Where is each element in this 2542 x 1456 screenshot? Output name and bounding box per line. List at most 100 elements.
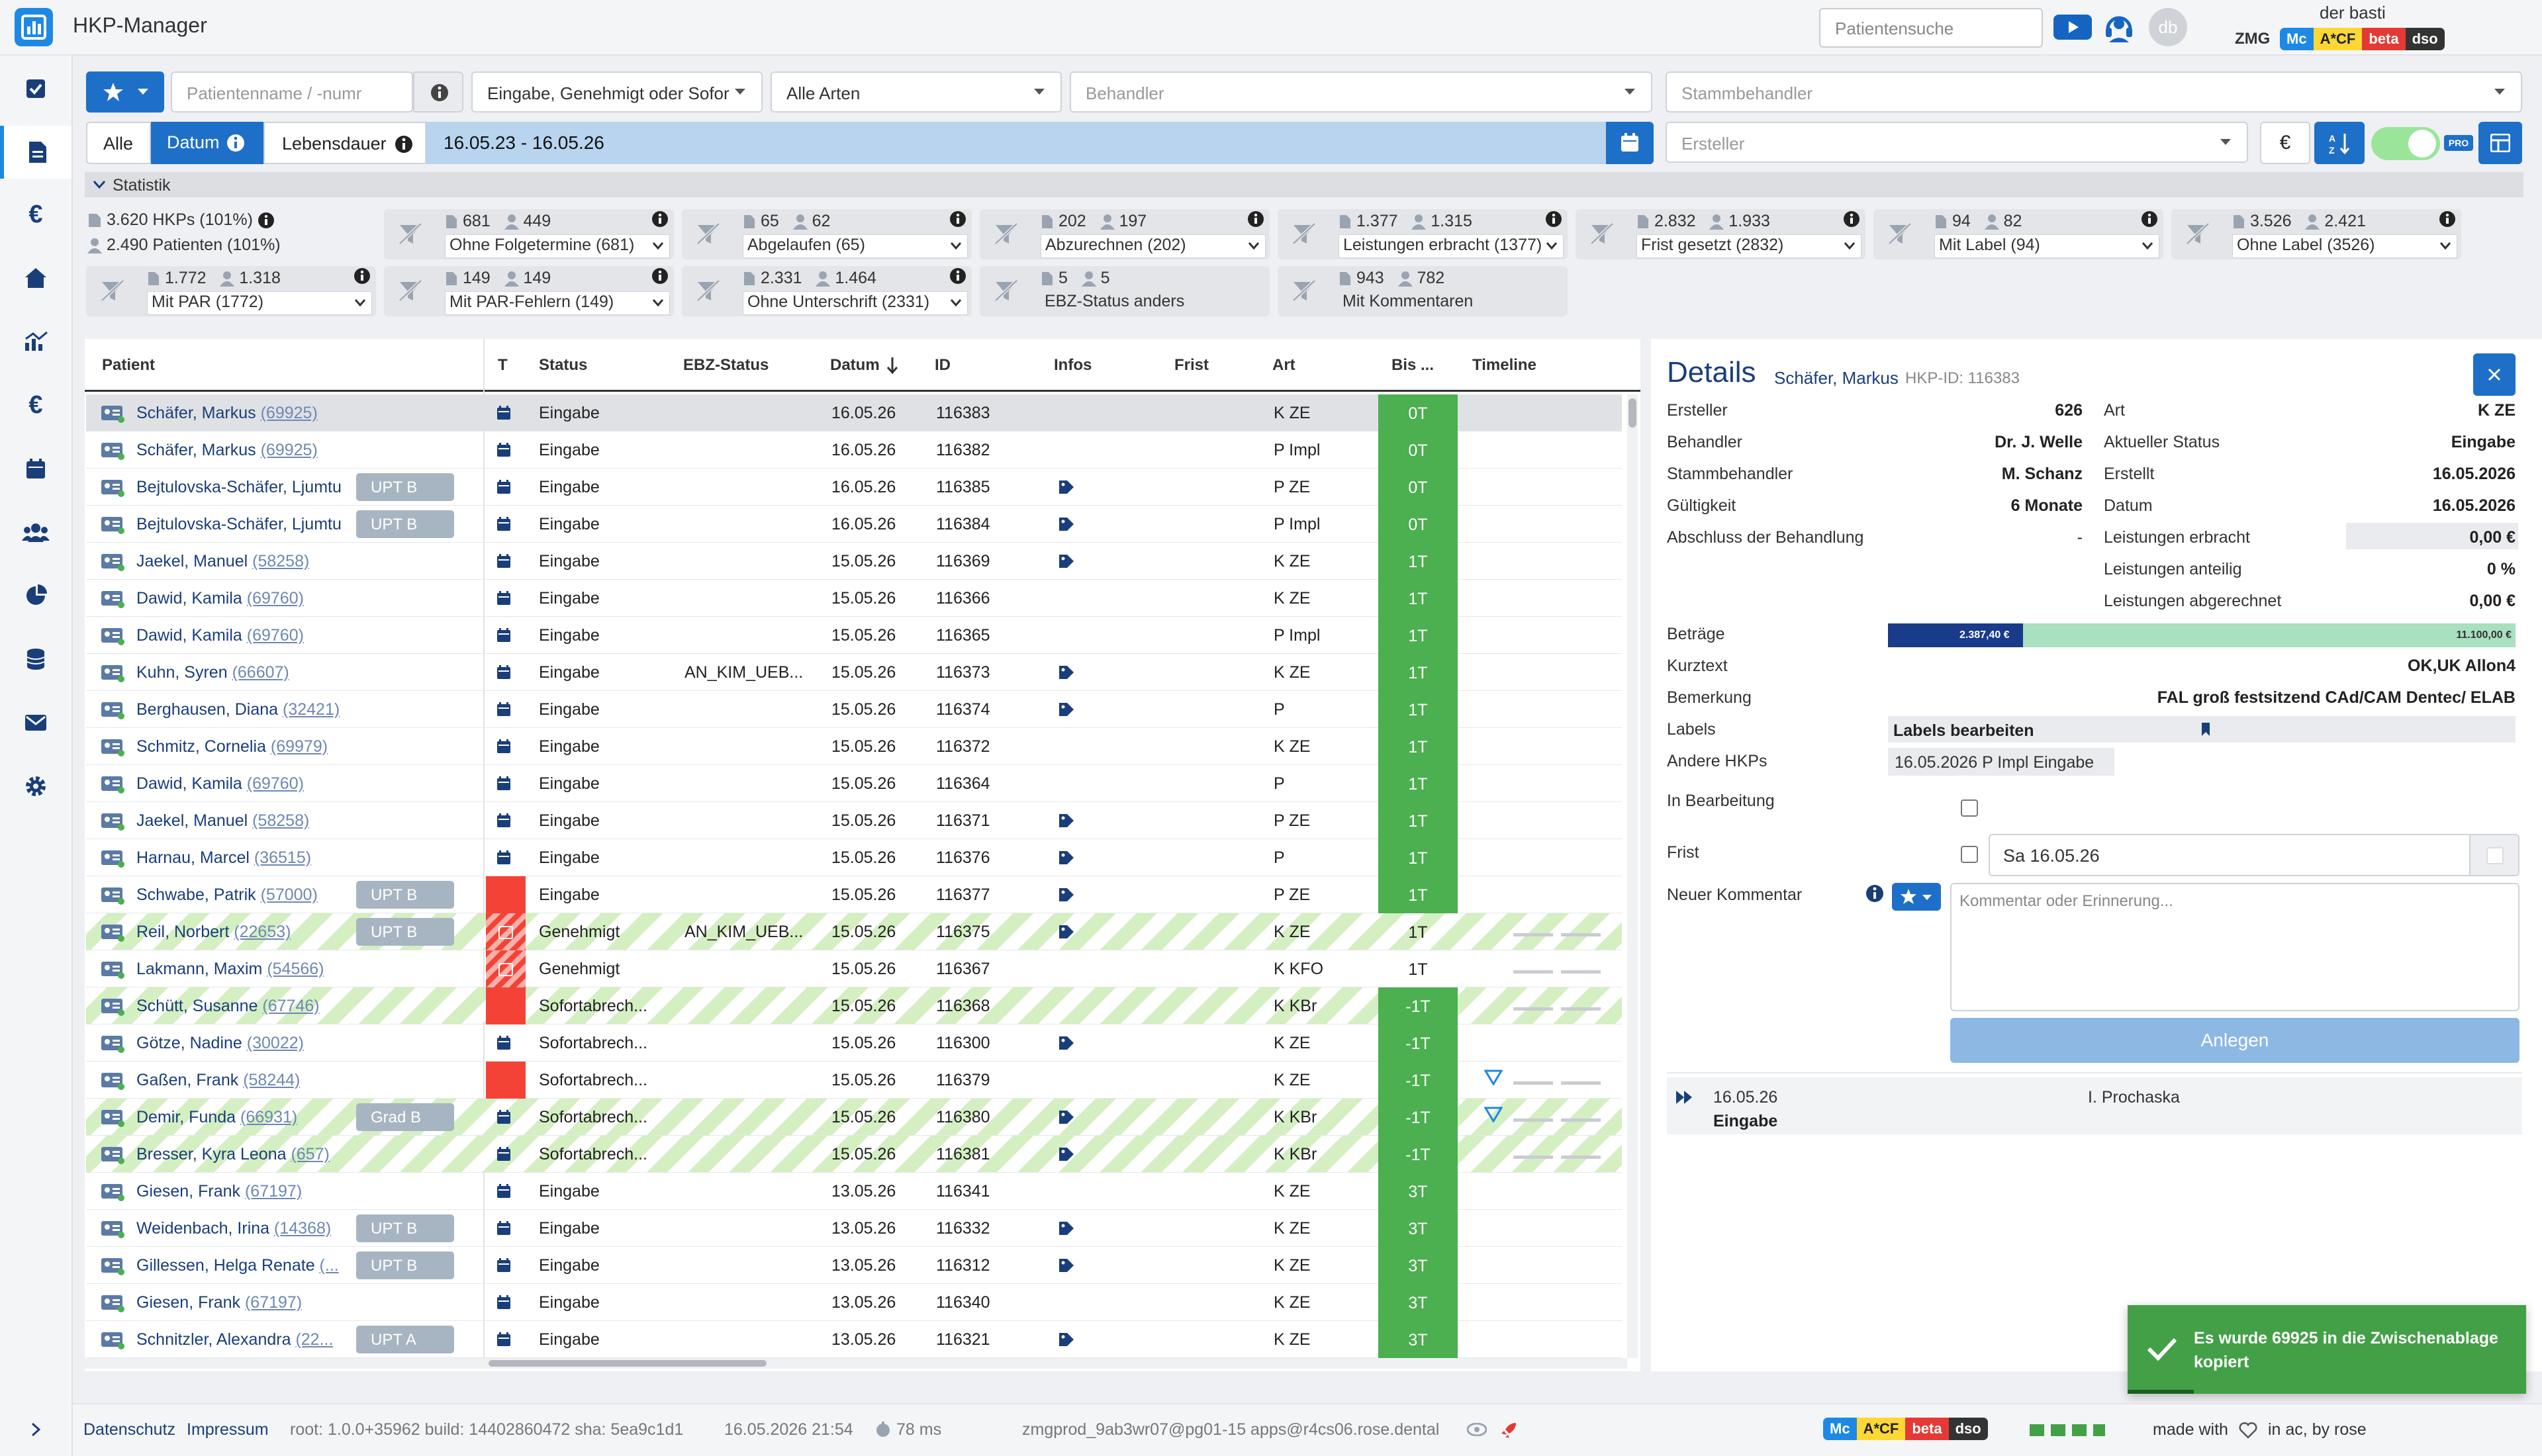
tags-icon[interactable] bbox=[1058, 1146, 1076, 1161]
filter-off-icon[interactable] bbox=[384, 266, 437, 316]
patient-name[interactable]: Giesen, Frank (67197) bbox=[136, 1182, 302, 1201]
patient-name[interactable]: Weidenbach, Irina (14368) bbox=[136, 1219, 331, 1238]
patient-filter-input[interactable]: Patientenname / -numr bbox=[171, 71, 413, 113]
pro-toggle[interactable] bbox=[2371, 127, 2440, 160]
table-row[interactable]: Schütt, Susanne (67746) Sofortabrech... 15… bbox=[86, 987, 1622, 1024]
patient-name[interactable]: Bresser, Kyra Leona (657) bbox=[136, 1145, 330, 1164]
patient-id-link[interactable]: (58244) bbox=[243, 1071, 301, 1089]
patient-id-link[interactable]: (22653) bbox=[234, 923, 291, 941]
table-row[interactable]: Jaekel, Manuel (58258) Eingabe 15.05.26 116… bbox=[86, 802, 1622, 839]
patient-name[interactable]: Demir, Funda (66931) bbox=[136, 1108, 297, 1127]
stat-box[interactable]: 94 82 Mit Label (94) bbox=[1873, 209, 2163, 259]
layout-toggle-button[interactable] bbox=[2478, 122, 2522, 164]
patient-name[interactable]: Dawid, Kamila (69760) bbox=[136, 774, 304, 794]
stat-select[interactable]: Ohne Folgetermine (681) bbox=[445, 234, 670, 258]
table-row[interactable]: Reil, Norbert (22653) UPT B Genehmigt AN_KI… bbox=[86, 913, 1622, 950]
stat-select[interactable]: Mit PAR (1772) bbox=[147, 291, 372, 315]
stat-select[interactable]: Ohne Label (3526) bbox=[2232, 234, 2457, 258]
table-row[interactable]: Gillessen, Helga Renate (... UPT B Eingabe… bbox=[86, 1247, 1622, 1284]
tab-lebensdauer[interactable]: Lebensdauer bbox=[263, 122, 426, 164]
sidebar-item-analytics[interactable] bbox=[0, 315, 71, 368]
patient-id-link[interactable]: (67197) bbox=[244, 1182, 303, 1201]
status-select[interactable]: Eingabe, Genehmigt oder Sofor bbox=[471, 71, 763, 113]
tags-icon[interactable] bbox=[1058, 850, 1076, 864]
sidebar-item-reports[interactable] bbox=[0, 569, 71, 622]
filter-off-icon[interactable] bbox=[980, 266, 1033, 316]
stat-select[interactable]: Mit PAR-Fehlern (149) bbox=[445, 291, 670, 315]
filter-off-icon[interactable] bbox=[1278, 209, 1331, 259]
tags-icon[interactable] bbox=[1058, 664, 1076, 679]
ersteller-select[interactable]: Ersteller bbox=[1666, 122, 2248, 163]
col-patient[interactable]: Patient bbox=[102, 356, 156, 374]
sort-arrow-down-icon[interactable] bbox=[886, 356, 899, 375]
favorites-dropdown-button[interactable] bbox=[86, 71, 164, 113]
horizontal-scrollbar[interactable] bbox=[85, 1358, 1627, 1369]
tab-datum[interactable]: Datum bbox=[151, 122, 263, 164]
stat-box[interactable]: 681 449 Ohne Folgetermine (681) bbox=[384, 209, 674, 259]
table-row[interactable]: Jaekel, Manuel (58258) Eingabe 15.05.26 116… bbox=[86, 543, 1622, 580]
sidebar-item-billing[interactable]: € bbox=[0, 188, 71, 241]
username[interactable]: der basti bbox=[2320, 3, 2386, 23]
info-icon[interactable] bbox=[949, 210, 966, 228]
info-icon[interactable] bbox=[1865, 884, 1884, 903]
table-row[interactable]: Gaßen, Frank (58244) Sofortabrech... 15.05… bbox=[86, 1062, 1622, 1099]
tags-icon[interactable] bbox=[1058, 1257, 1076, 1272]
sidebar-item-users[interactable] bbox=[0, 506, 71, 559]
timeline-entry[interactable]: 16.05.26 Eingabe I. Prochaska bbox=[1667, 1077, 2522, 1134]
date-range-input[interactable]: 16.05.23 - 16.05.26 bbox=[426, 122, 1606, 164]
table-row[interactable]: Demir, Funda (66931) Grad B Sofortabrech..… bbox=[86, 1099, 1622, 1136]
date-picker-button[interactable] bbox=[1606, 122, 1654, 164]
patient-name[interactable]: Jaekel, Manuel (58258) bbox=[136, 552, 309, 571]
patient-id-link[interactable]: (... bbox=[319, 1256, 339, 1275]
col-id[interactable]: ID bbox=[935, 356, 951, 374]
patient-name[interactable]: Gillessen, Helga Renate (... bbox=[136, 1256, 339, 1275]
filter-off-icon[interactable] bbox=[86, 266, 139, 316]
stat-box[interactable]: 5 5 EBZ-Status anders bbox=[980, 266, 1270, 316]
info-icon[interactable] bbox=[2439, 210, 2456, 228]
stat-select[interactable]: Leistungen erbracht (1377) bbox=[1339, 234, 1564, 258]
table-row[interactable]: Dawid, Kamila (69760) Eingabe 15.05.26 1163… bbox=[86, 580, 1622, 617]
stat-select[interactable]: Ohne Unterschrift (2331) bbox=[743, 291, 968, 315]
statistik-header[interactable]: Statistik bbox=[85, 172, 2523, 197]
table-row[interactable]: Giesen, Frank (67197) Eingabe 13.05.26 1163… bbox=[86, 1173, 1622, 1210]
patient-id-link[interactable]: (69760) bbox=[246, 774, 304, 793]
stat-box[interactable]: 1.772 1.318 Mit PAR (1772) bbox=[86, 266, 376, 316]
table-row[interactable]: Bejtulovska-Schäfer, Ljumtu UPT B Eingabe… bbox=[86, 469, 1622, 506]
app-logo-icon[interactable] bbox=[15, 8, 53, 46]
tags-icon[interactable] bbox=[1058, 813, 1076, 827]
eye-icon[interactable] bbox=[1467, 1423, 1487, 1436]
table-row[interactable]: Götze, Nadine (30022) Sofortabrech... 15.0… bbox=[86, 1024, 1622, 1062]
patient-id-link[interactable]: (69925) bbox=[260, 404, 318, 422]
tags-icon[interactable] bbox=[1058, 1220, 1076, 1235]
stat-box[interactable]: 1.377 1.315 Leistungen erbracht (1377) bbox=[1278, 209, 1568, 259]
filter-off-icon[interactable] bbox=[1278, 266, 1331, 316]
patient-name[interactable]: Kuhn, Syren (66607) bbox=[136, 663, 289, 682]
tags-icon[interactable] bbox=[1058, 887, 1076, 901]
table-row[interactable]: Berghausen, Diana (32421) Eingabe 15.05.26… bbox=[86, 691, 1622, 728]
info-icon[interactable] bbox=[651, 267, 669, 285]
patient-id-link[interactable]: (14368) bbox=[274, 1219, 332, 1238]
col-t[interactable]: T bbox=[498, 356, 508, 374]
patient-filter-info[interactable] bbox=[413, 71, 463, 113]
patient-name[interactable]: Schmitz, Cornelia (69979) bbox=[136, 737, 328, 756]
patient-id-link[interactable]: (66931) bbox=[240, 1108, 298, 1126]
patient-name[interactable]: Lakmann, Maxim (54566) bbox=[136, 960, 324, 979]
stat-select[interactable]: EBZ-Status anders bbox=[1041, 291, 1266, 315]
patient-name[interactable]: Bejtulovska-Schäfer, Ljumtu bbox=[136, 515, 342, 534]
patient-id-link[interactable]: (66607) bbox=[232, 663, 289, 682]
filter-off-icon[interactable] bbox=[682, 209, 735, 259]
labels-edit-button[interactable]: Labels bearbeiten bbox=[1888, 716, 2516, 743]
table-row[interactable]: Bejtulovska-Schäfer, Ljumtu UPT B Eingabe… bbox=[86, 506, 1622, 543]
filter-off-icon[interactable] bbox=[384, 209, 437, 259]
tab-alle[interactable]: Alle bbox=[86, 122, 151, 164]
in-bearbeitung-checkbox[interactable] bbox=[1961, 799, 1978, 817]
stat-select[interactable]: Mit Kommentaren bbox=[1339, 291, 1564, 315]
filter-off-icon[interactable] bbox=[2171, 209, 2224, 259]
tags-icon[interactable] bbox=[1058, 1035, 1076, 1050]
andere-hkp-chip[interactable]: 16.05.2026 P Impl Eingabe bbox=[1888, 748, 2114, 776]
filter-off-icon[interactable] bbox=[1873, 209, 1926, 259]
tags-icon[interactable] bbox=[1058, 553, 1076, 568]
patient-id-link[interactable]: (32421) bbox=[283, 700, 340, 719]
sidebar-item-calendar[interactable] bbox=[0, 442, 71, 495]
patient-name[interactable]: Gaßen, Frank (58244) bbox=[136, 1071, 300, 1090]
